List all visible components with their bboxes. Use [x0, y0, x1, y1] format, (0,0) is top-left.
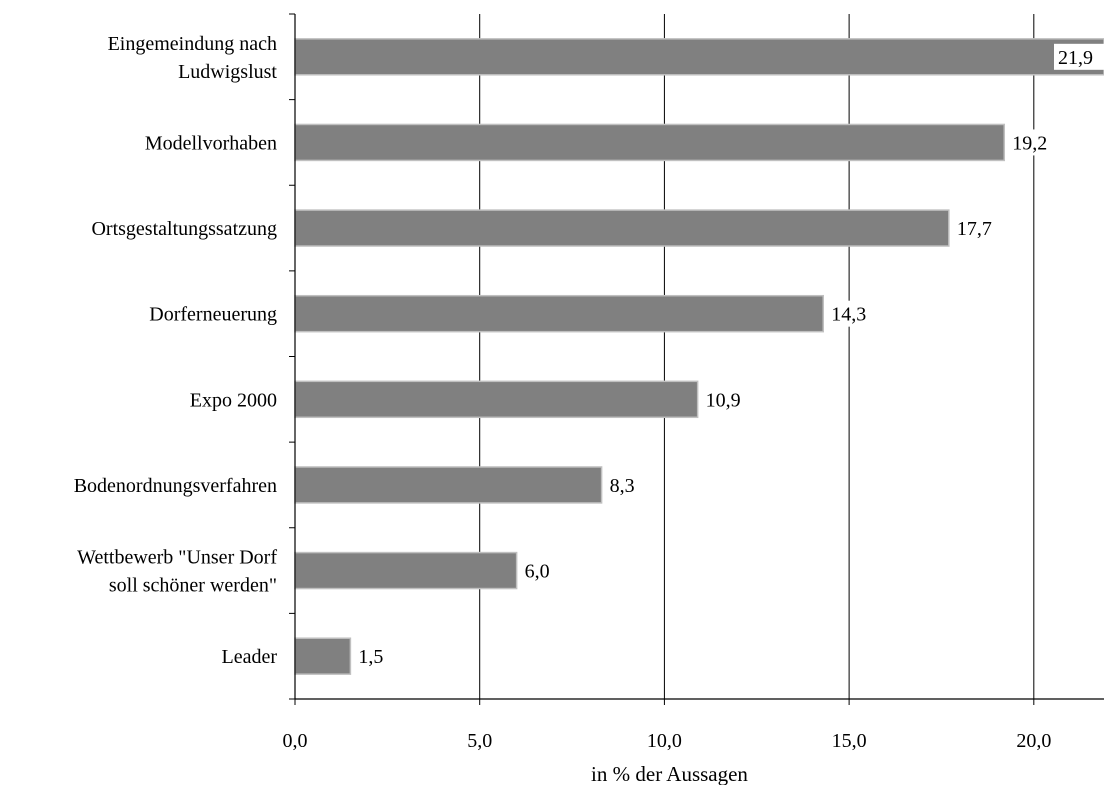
x-tick-label: 0,0	[283, 730, 308, 752]
value-label-background	[354, 643, 394, 670]
category-label: Modellvorhaben	[145, 132, 277, 154]
bar	[294, 123, 1006, 162]
gridlines	[479, 14, 1035, 699]
x-axis-title: in % der Aussagen	[591, 762, 748, 785]
bar	[294, 294, 825, 333]
value-label: 1,5	[358, 646, 383, 668]
value-label-background	[520, 557, 561, 584]
value-label-background	[827, 300, 878, 327]
value-labels: 21,9 19,2 17,7 14,3 10,9 8,3 6,0 1,5	[354, 43, 1104, 670]
value-label: 8,3	[610, 475, 635, 497]
bars	[294, 38, 1104, 675]
category-label: Dorferneuerung	[149, 304, 277, 326]
category-label: Ortsgestaltungssatzung	[91, 218, 277, 240]
x-tick-label: 5,0	[467, 730, 492, 752]
value-label-background	[701, 386, 752, 413]
value-label: 19,2	[1012, 132, 1047, 154]
value-label: 6,0	[525, 561, 550, 583]
bar	[294, 209, 950, 247]
bar	[294, 38, 1104, 76]
axes	[289, 13, 1104, 705]
value-label-background	[605, 471, 646, 498]
value-label: 21,9	[1058, 47, 1093, 69]
category-label: Eingemeindung nach Ludwigslust	[108, 33, 278, 83]
x-tick-label: 15,0	[832, 730, 867, 752]
category-label: Wettbewerb "Unser Dorf soll schöner werde…	[77, 547, 277, 597]
bar	[294, 380, 699, 419]
value-label: 14,3	[831, 304, 866, 326]
category-label: Leader	[221, 646, 277, 668]
value-label: 17,7	[957, 218, 992, 240]
bar	[294, 551, 518, 590]
bar	[294, 466, 603, 504]
value-label-background	[952, 215, 1003, 242]
x-tick-label: 20,0	[1016, 730, 1051, 752]
category-labels: Eingemeindung nach Ludwigslust Modellvorha…	[74, 33, 278, 668]
category-label: Bodenordnungsverfahren	[74, 475, 277, 497]
value-label-background	[1008, 129, 1059, 156]
value-label: 10,9	[706, 389, 741, 411]
value-label-background	[1054, 43, 1104, 70]
x-tick-label: 10,0	[647, 730, 682, 752]
x-tick-labels: 0,0 5,0 10,0 15,0 20,0	[283, 730, 1052, 752]
category-label: Expo 2000	[190, 389, 277, 411]
bar	[294, 637, 352, 675]
